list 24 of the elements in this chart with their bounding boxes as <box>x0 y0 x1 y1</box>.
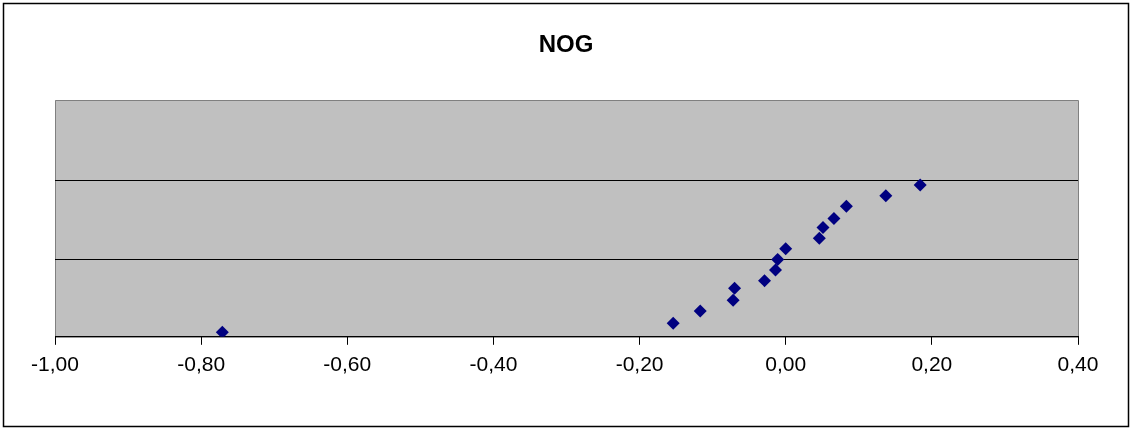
point <box>693 304 707 318</box>
point <box>726 293 740 307</box>
point <box>215 325 229 337</box>
point <box>827 211 841 225</box>
point <box>768 263 782 277</box>
point <box>816 221 830 235</box>
point <box>879 189 893 203</box>
point <box>666 316 680 330</box>
point <box>812 231 826 245</box>
point <box>913 178 927 192</box>
x-tick-label: 0,20 <box>911 352 953 376</box>
x-tick-label: -0,80 <box>177 352 226 376</box>
x-tick-label: -1,00 <box>31 352 79 376</box>
x-tick-label: 0,00 <box>765 352 807 376</box>
point <box>728 281 742 295</box>
point <box>839 199 853 213</box>
chart-title: NOG <box>538 29 594 57</box>
x-tick-label: -0,20 <box>615 352 664 376</box>
x-tick-label: -0,40 <box>469 352 518 376</box>
point <box>779 242 793 256</box>
x-tick-label: 0,40 <box>1057 352 1099 376</box>
point <box>771 252 785 266</box>
point <box>758 274 772 288</box>
x-tick-label: -0,60 <box>323 352 372 376</box>
